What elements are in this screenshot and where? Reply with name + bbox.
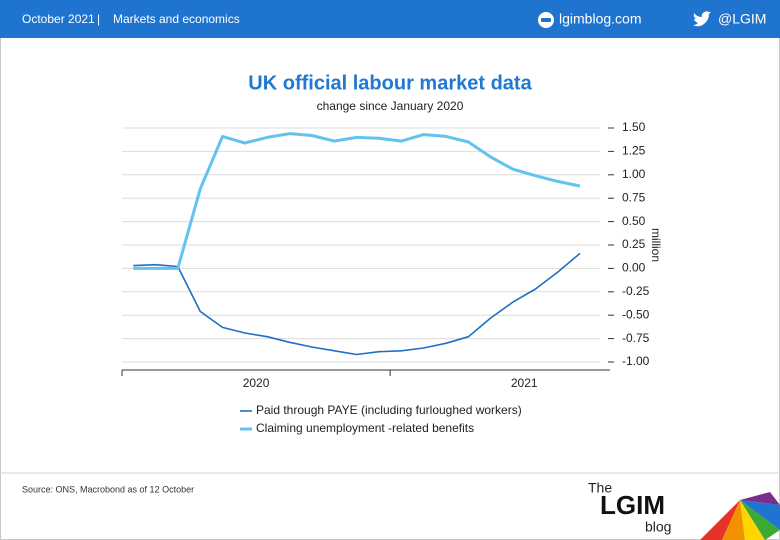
logo-blog: blog bbox=[645, 519, 671, 535]
y-axis-label: million bbox=[649, 228, 663, 262]
logo-umbrella bbox=[700, 492, 780, 540]
y-tick-label: 1.00 bbox=[622, 167, 646, 181]
header-date: October 2021 bbox=[22, 12, 95, 26]
series-line bbox=[133, 132, 581, 270]
y-tick-label: 0.50 bbox=[622, 214, 646, 228]
chart-title: UK official labour market data bbox=[248, 72, 532, 94]
y-tick-label: 0.00 bbox=[622, 261, 646, 275]
header-section: Markets and economics bbox=[113, 12, 240, 26]
chart-subtitle: change since January 2020 bbox=[317, 99, 464, 113]
y-tick-label: -0.25 bbox=[622, 284, 650, 298]
y-tick-label: 0.75 bbox=[622, 190, 646, 204]
site-icon-mark bbox=[541, 18, 551, 22]
y-tick-label: 1.25 bbox=[622, 144, 646, 158]
logo-the: The bbox=[588, 480, 612, 496]
y-tick-label: -1.00 bbox=[622, 354, 650, 368]
footer-source: Source: ONS, Macrobond as of 12 October bbox=[22, 484, 194, 494]
x-tick-label: 2020 bbox=[243, 376, 270, 390]
logo-main: LGIM bbox=[600, 490, 665, 520]
y-tick-label: -0.50 bbox=[622, 307, 650, 321]
header-bar bbox=[0, 0, 780, 38]
x-tick-label: 2021 bbox=[511, 376, 538, 390]
y-tick-label: 0.25 bbox=[622, 237, 646, 251]
header-twitter[interactable]: @LGIM bbox=[718, 11, 766, 27]
legend-label: Paid through PAYE (including furloughed … bbox=[256, 403, 522, 417]
header-separator: | bbox=[97, 12, 100, 26]
y-tick-label: 1.50 bbox=[622, 120, 646, 134]
legend-label: Claiming unemployment -related benefits bbox=[256, 421, 474, 435]
header-site[interactable]: lgimblog.com bbox=[559, 11, 641, 27]
y-tick-label: -0.75 bbox=[622, 331, 650, 345]
series-line bbox=[133, 252, 581, 356]
twitter-icon[interactable] bbox=[693, 11, 711, 27]
